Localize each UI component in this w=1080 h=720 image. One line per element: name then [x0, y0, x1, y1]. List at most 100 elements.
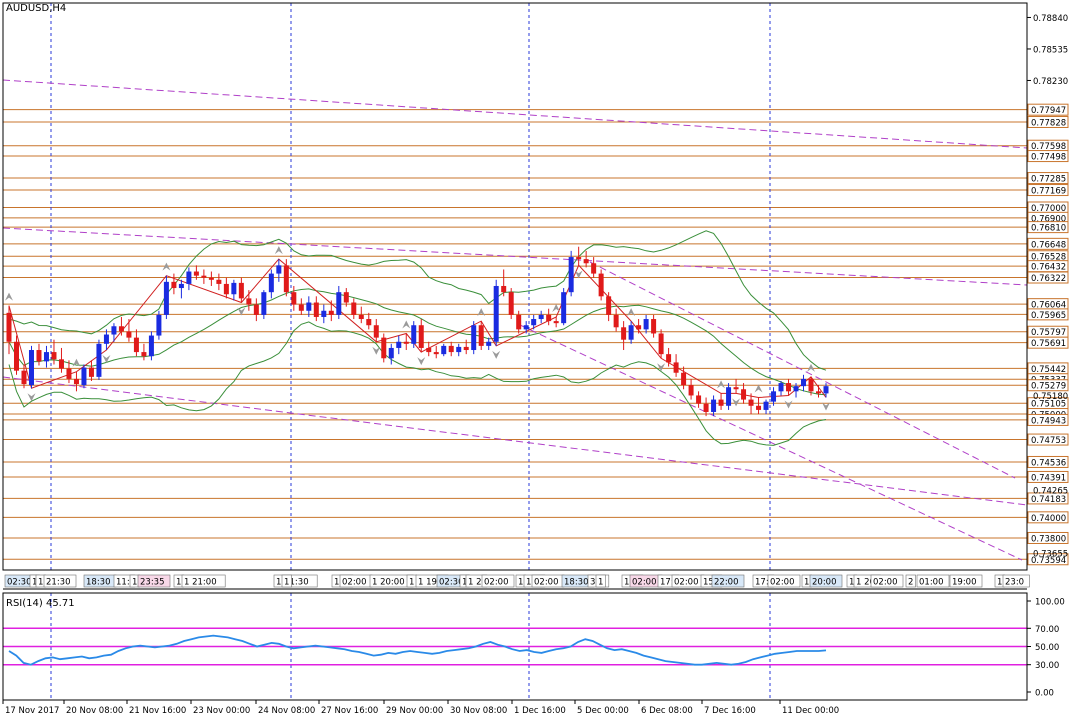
- candle-body: [696, 395, 702, 404]
- level-label: 0.76322: [1031, 274, 1066, 284]
- time-tag-box: [870, 574, 904, 588]
- candle-body: [396, 341, 402, 348]
- fractal-up-marker: [754, 384, 763, 393]
- fractal-up-marker: [477, 308, 486, 317]
- candle-body: [486, 341, 492, 346]
- candle-body: [651, 319, 657, 334]
- time-tag-label: 20:00: [812, 578, 837, 588]
- level-label: 0.73594: [1031, 556, 1066, 566]
- fractal-markers: [5, 246, 830, 411]
- candle-body: [276, 265, 282, 274]
- level-label-box: [1027, 221, 1069, 234]
- band-middle: [8, 288, 827, 396]
- level-label-box: [1027, 492, 1069, 505]
- time-tag-label: 21:30: [46, 578, 71, 588]
- level-label-box: [1027, 172, 1069, 185]
- candle-body: [748, 399, 754, 406]
- symbol-title: AUDUSD,H4: [6, 3, 67, 14]
- candle-body: [88, 367, 94, 377]
- time-tag-label: 02:30: [439, 578, 464, 588]
- candle-body: [313, 302, 319, 317]
- time-axis-label: 17 Nov 2017: [5, 706, 59, 716]
- trend-line: [2, 227, 1028, 286]
- price-tick-label: 0.78535: [1033, 45, 1068, 55]
- candle-body: [501, 285, 507, 293]
- candle-body: [148, 335, 154, 357]
- time-tag-box: [905, 574, 916, 588]
- level-label-box: [1027, 271, 1069, 284]
- level-label: 0.76648: [1031, 240, 1066, 250]
- time-tag-label: 02:00: [484, 578, 509, 588]
- time-tag-label: 1: [38, 578, 43, 588]
- candle-body: [711, 399, 717, 412]
- time-tag-label: 1: [804, 578, 809, 588]
- time-tag-label: 22:00: [714, 578, 739, 588]
- time-tag-label: 01:00: [919, 578, 944, 588]
- time-tag-label: 23:35: [140, 578, 165, 588]
- candle-body: [703, 403, 709, 412]
- fractal-up-marker: [5, 292, 13, 301]
- candle-body: [28, 350, 34, 386]
- level-label: 0.77828: [1031, 118, 1066, 128]
- level-label-box: [1027, 308, 1069, 321]
- time-axis-label: 29 Nov 00:00: [386, 706, 443, 716]
- time-tag-label: 11:: [116, 578, 130, 588]
- time-tag-label: 1 21:00: [184, 578, 217, 588]
- candle-body: [21, 370, 27, 385]
- time-tag-box: [181, 574, 226, 588]
- candle-body: [36, 350, 42, 362]
- candle-body: [778, 383, 784, 392]
- candle-body: [816, 391, 822, 394]
- time-tag-label: 15:: [703, 578, 717, 588]
- level-label-box: [1027, 237, 1069, 250]
- candle-body: [261, 292, 267, 315]
- time-tag-label: 17:: [660, 578, 674, 588]
- level-label-box: [1027, 150, 1069, 163]
- fractal-up-marker: [72, 358, 81, 367]
- time-tag-label: 1: [997, 578, 1002, 588]
- candle-body: [133, 337, 139, 353]
- candle-body: [66, 368, 72, 379]
- level-label: 0.75442: [1031, 365, 1066, 375]
- candle-body: [246, 298, 252, 305]
- level-label: 0.77498: [1031, 153, 1066, 163]
- trend-line: [2, 79, 1028, 149]
- fractal-up-marker: [807, 363, 816, 372]
- time-tag-label: 02:00: [770, 578, 795, 588]
- price-tick-label: 0.74265: [1033, 486, 1068, 496]
- candle-body: [546, 314, 552, 322]
- time-tag-box: [43, 574, 77, 588]
- candle-body: [81, 367, 87, 386]
- candle-body: [103, 334, 109, 344]
- level-label: 0.74183: [1031, 495, 1066, 505]
- candle-body: [553, 321, 559, 324]
- level-label-box: [1027, 511, 1069, 524]
- zigzag-line: [8, 258, 827, 399]
- candle-body: [381, 337, 387, 359]
- candle-body: [13, 341, 19, 371]
- time-tag-box: [767, 574, 801, 588]
- candle-body: [471, 325, 477, 351]
- rsi-title: RSI(14) 45.71: [6, 598, 75, 609]
- candle-body: [156, 314, 162, 336]
- candle-body: [238, 282, 244, 299]
- time-axis: 17 Nov 2017 20 Nov 08:00 21 Nov 16:00 23 No…: [2, 700, 839, 716]
- candle-body: [793, 386, 799, 392]
- level-label: 0.75965: [1031, 311, 1066, 321]
- candle-body: [73, 378, 79, 385]
- candle-body: [636, 325, 642, 330]
- level-label: 0.74000: [1031, 514, 1066, 524]
- candle-body: [433, 352, 439, 355]
- candle-body: [658, 333, 664, 355]
- candle-body: [171, 281, 177, 289]
- candle-body: [358, 314, 364, 320]
- candle-body: [208, 277, 214, 280]
- trend-line: [519, 324, 1023, 561]
- candle-body: [741, 389, 747, 400]
- price-tick-label: 0.75180: [1033, 392, 1068, 402]
- candle-body: [111, 326, 117, 335]
- time-axis-label: 20 Nov 08:00: [66, 706, 123, 716]
- band-lower: [8, 321, 827, 446]
- candle-body: [58, 359, 64, 369]
